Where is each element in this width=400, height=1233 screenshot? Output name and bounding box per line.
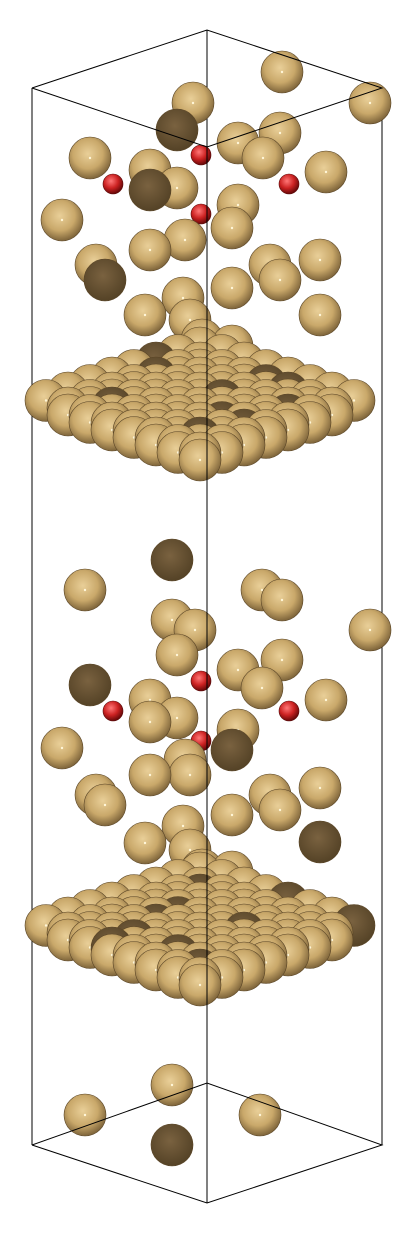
atom-highlight (258, 1113, 262, 1117)
gold-atom (68, 663, 112, 707)
atom-highlight (154, 968, 158, 972)
atom-highlight (220, 976, 224, 979)
atom-highlight (175, 716, 179, 720)
atom-highlight (198, 983, 202, 987)
atom-highlight (88, 421, 92, 424)
atom-highlight (318, 786, 322, 790)
atom-highlight (230, 286, 234, 290)
atom-highlight (280, 598, 284, 602)
atom-highlight (176, 451, 180, 454)
atom-highlight (148, 698, 152, 702)
atom-highlight (188, 318, 192, 322)
oxygen-atom (102, 173, 124, 195)
atom-highlight (143, 841, 147, 845)
atom-highlight (103, 803, 107, 807)
atom-highlight (110, 953, 114, 957)
atom-highlight (191, 101, 195, 105)
atom-highlight (242, 968, 246, 972)
atom-highlight (230, 813, 234, 817)
atom-highlight (143, 313, 147, 317)
atom-highlight (88, 946, 92, 949)
atom-highlight (148, 773, 152, 777)
simulation-cell-front-edges (31, 29, 384, 1204)
oxygen-atom (190, 670, 212, 692)
atom-highlight (318, 313, 322, 317)
atom-highlight (154, 443, 158, 447)
oxygen-atom (190, 203, 212, 225)
atom-highlight (60, 218, 64, 222)
atom-highlight (236, 668, 240, 672)
atom-highlight (88, 156, 92, 160)
atom-highlight (260, 588, 264, 592)
atom-highlight (236, 203, 240, 207)
atom-highlight (308, 946, 312, 949)
atom-highlight (324, 170, 328, 174)
atom-highlight (220, 451, 224, 454)
atom-highlight (44, 924, 48, 927)
atom-highlight (176, 976, 180, 979)
atom-highlight (278, 131, 282, 135)
atom-highlight (66, 938, 70, 942)
atom-highlight (110, 428, 114, 432)
atom-highlight (368, 628, 372, 632)
atom-highlight (170, 1083, 174, 1087)
atom-highlight (60, 746, 64, 750)
atom-highlight (183, 238, 187, 242)
atom-highlight (308, 421, 312, 424)
gold-atom (128, 168, 172, 212)
atom-highlight (368, 101, 372, 105)
atom-highlight (230, 226, 234, 230)
gold-atom (298, 820, 342, 864)
atom-highlight (175, 653, 179, 657)
atom-highlight (66, 413, 70, 417)
atom-highlight (280, 70, 284, 74)
atom-highlight (175, 186, 179, 190)
atom-highlight (278, 278, 282, 282)
atom-highlight (83, 1113, 87, 1117)
atom-highlight (236, 141, 240, 145)
atom-highlight (286, 953, 290, 957)
atom-highlight (198, 458, 202, 462)
atom-highlight (132, 961, 136, 964)
atom-highlight (318, 258, 322, 262)
atom-highlight (352, 399, 356, 402)
atom-highlight (83, 588, 87, 592)
oxygen-atom (190, 144, 212, 166)
atom-highlight (132, 436, 136, 439)
atom-highlight (188, 773, 192, 777)
atom-highlight (44, 399, 48, 402)
gold-atom (150, 1123, 194, 1167)
atom-highlight (148, 720, 152, 724)
gold-atom (150, 538, 194, 582)
atom-highlight (188, 848, 192, 852)
atom-highlight (181, 824, 185, 828)
atom-highlight (193, 628, 197, 632)
atoms-layer (24, 50, 392, 1167)
gold-atom (83, 258, 127, 302)
atom-highlight (148, 248, 152, 252)
atom-highlight (242, 443, 246, 447)
atom-highlight (261, 156, 265, 160)
atom-highlight (264, 436, 268, 439)
atom-highlight (260, 686, 264, 690)
atom-highlight (330, 938, 334, 942)
atom-highlight (170, 618, 174, 622)
atom-highlight (181, 296, 185, 300)
atom-highlight (324, 698, 328, 702)
atom-highlight (286, 428, 290, 432)
cell-top-face (31, 29, 384, 148)
oxygen-atom (102, 700, 124, 722)
atom-highlight (264, 961, 268, 964)
oxygen-atom (278, 700, 300, 722)
gold-atom (210, 728, 254, 772)
atom-highlight (330, 413, 334, 417)
atom-highlight (280, 658, 284, 662)
oxygen-atom (278, 173, 300, 195)
atom-highlight (278, 808, 282, 812)
cell-bottom-face (31, 1082, 384, 1204)
gold-atom (155, 108, 199, 152)
